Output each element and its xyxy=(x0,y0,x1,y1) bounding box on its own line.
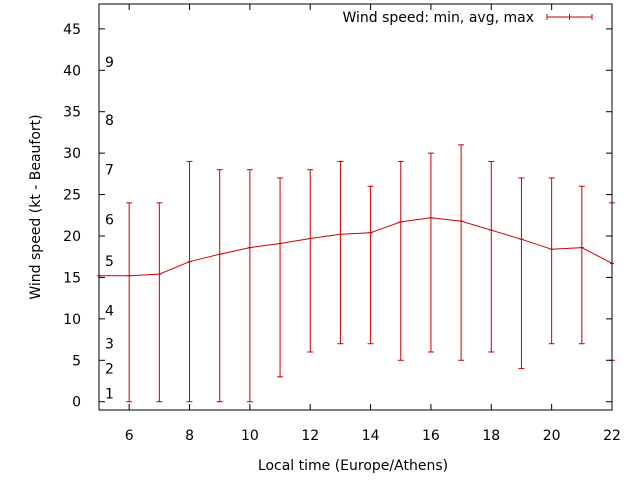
y-tick-label: 0 xyxy=(72,395,81,411)
beaufort-label: 1 xyxy=(105,386,114,402)
beaufort-label: 8 xyxy=(105,113,114,129)
y-tick-label: 5 xyxy=(72,353,81,369)
y-axis-label: Wind speed (kt - Beaufort) xyxy=(28,114,44,299)
beaufort-label: 9 xyxy=(105,55,114,71)
x-tick-label: 18 xyxy=(482,428,500,444)
y-tick-label: 35 xyxy=(63,105,81,121)
y-tick-label: 45 xyxy=(63,22,81,38)
x-tick-label: 14 xyxy=(362,428,380,444)
x-tick-label: 12 xyxy=(301,428,319,444)
beaufort-label: 4 xyxy=(105,304,114,320)
x-tick-label: 6 xyxy=(125,428,134,444)
x-tick-label: 8 xyxy=(185,428,194,444)
y-tick-label: 20 xyxy=(63,229,81,245)
x-tick-label: 22 xyxy=(603,428,621,444)
y-tick-label: 30 xyxy=(63,146,81,162)
x-tick-label: 10 xyxy=(241,428,259,444)
legend-label: Wind speed: min, avg, max xyxy=(342,10,534,26)
y-tick-label: 40 xyxy=(63,63,81,79)
x-tick-label: 20 xyxy=(543,428,561,444)
x-axis-label: Local time (Europe/Athens) xyxy=(258,458,448,474)
beaufort-label: 5 xyxy=(105,254,114,270)
y-tick-label: 25 xyxy=(63,188,81,204)
legend: Wind speed: min, avg, max xyxy=(342,10,593,26)
avg-line xyxy=(99,217,613,277)
x-tick-label: 16 xyxy=(422,428,440,444)
beaufort-label: 7 xyxy=(105,163,114,179)
beaufort-label: 3 xyxy=(105,337,114,353)
beaufort-label: 2 xyxy=(105,362,114,378)
y-tick-label: 15 xyxy=(63,270,81,286)
plot-frame xyxy=(98,3,613,411)
y-tick-label: 10 xyxy=(63,312,81,328)
beaufort-label: 6 xyxy=(105,212,114,228)
